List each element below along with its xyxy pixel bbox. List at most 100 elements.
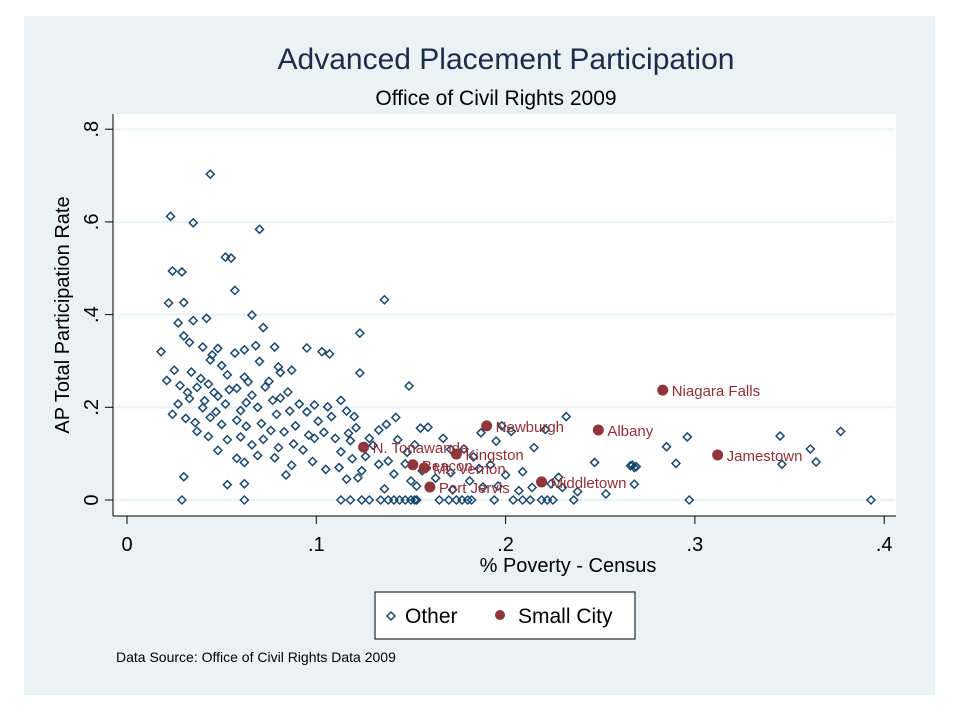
data-point-other (422, 422, 434, 433)
data-point-other (190, 417, 201, 428)
data-point-other (316, 346, 328, 357)
data-point-other (477, 481, 488, 493)
data-point-other (322, 401, 333, 412)
data-point-other (246, 310, 257, 321)
data-point-other (545, 478, 557, 489)
data-point-other (684, 494, 695, 506)
legend-box (374, 591, 636, 640)
data-point-other (195, 373, 206, 384)
data-point-other (506, 426, 517, 437)
data-label-city: Kingston (465, 447, 523, 464)
data-point-other (163, 297, 174, 309)
data-point-other (254, 224, 265, 235)
legend-label-small-city: Small City (518, 605, 613, 628)
data-point-other (280, 469, 292, 481)
data-point-other (275, 367, 286, 378)
data-point-other (212, 445, 223, 456)
data-point-other (517, 494, 528, 506)
data-point-other (341, 405, 352, 417)
legend-label-other: Other (405, 605, 458, 628)
data-point-other (352, 472, 364, 483)
data-point-other (349, 411, 360, 422)
data-point-other (383, 456, 394, 467)
data-point-other (318, 427, 329, 438)
data-point-other (411, 494, 422, 506)
legend: Other Small City (374, 591, 636, 640)
data-point-other (216, 419, 227, 430)
data-point-other (320, 464, 331, 475)
data-point-other (335, 446, 346, 457)
data-point-other (222, 369, 233, 380)
data-point-other (335, 494, 346, 506)
chart-subtitle: Office of Civil Rights 2009 (375, 87, 616, 110)
data-point-other (373, 424, 384, 436)
data-point-other (256, 418, 267, 429)
data-point-small-city (358, 441, 370, 453)
data-point-other (201, 313, 212, 324)
data-point-other (508, 494, 519, 506)
data-point-other (235, 431, 246, 443)
data-point-other (445, 467, 456, 478)
data-point-other (381, 419, 392, 430)
data-point-other (485, 459, 496, 470)
data-point-other (343, 428, 354, 439)
data-point-other (254, 356, 265, 367)
data-point-other (184, 393, 195, 404)
data-point-other (307, 456, 318, 467)
data-point-other (354, 328, 365, 339)
data-point-other (434, 494, 445, 506)
data-point-other (345, 435, 356, 446)
data-point-small-city (407, 459, 419, 471)
data-point-other (572, 486, 583, 497)
data-point-other (402, 447, 413, 458)
data-point-other (197, 341, 208, 353)
data-point-other (286, 460, 297, 471)
y-tick-label: .8 (81, 121, 103, 138)
data-point-other (229, 285, 240, 296)
data-label-city: Albany (607, 423, 653, 440)
data-point-other (805, 443, 816, 455)
data-point-other (445, 444, 456, 455)
data-point-small-city (536, 476, 548, 488)
chart-title: Advanced Placement Participation (278, 43, 735, 76)
y-tick-label: .6 (81, 214, 103, 231)
data-point-other (303, 430, 314, 441)
data-point-other (324, 348, 335, 360)
data-point-other (205, 354, 216, 366)
data-point-other (409, 494, 420, 506)
data-point-other (220, 252, 231, 263)
x-tick-label: .1 (308, 534, 325, 556)
y-tick-label: .2 (81, 399, 103, 416)
data-point-other (239, 344, 250, 355)
data-point-other (561, 411, 572, 422)
data-point-other (231, 415, 242, 426)
data-point-other (411, 481, 422, 492)
data-point-other (284, 405, 295, 417)
data-point-other (379, 294, 390, 305)
data-point-other (333, 462, 345, 473)
data-point-other (267, 395, 278, 406)
data-point-other (246, 390, 257, 401)
data-point-other (835, 426, 846, 437)
data-point-other (275, 392, 286, 404)
data-point-other (373, 459, 384, 470)
data-point-other (350, 422, 362, 433)
data-point-other (176, 494, 187, 506)
data-point-other (197, 402, 208, 413)
data-point-other (252, 450, 263, 461)
data-point-other (173, 317, 184, 329)
data-point-other (205, 412, 216, 423)
data-point-other (167, 265, 178, 277)
data-point-small-city (657, 384, 669, 396)
data-point-other (430, 473, 441, 484)
data-point-other (265, 425, 276, 436)
data-point-other (260, 381, 271, 392)
data-point-other (496, 420, 507, 431)
data-point-other (269, 452, 280, 463)
data-point-other (241, 421, 252, 432)
data-point-other (388, 468, 399, 480)
data-point-other (222, 434, 233, 445)
data-point-other (279, 426, 290, 437)
data-label-city: Jamestown (727, 448, 803, 465)
